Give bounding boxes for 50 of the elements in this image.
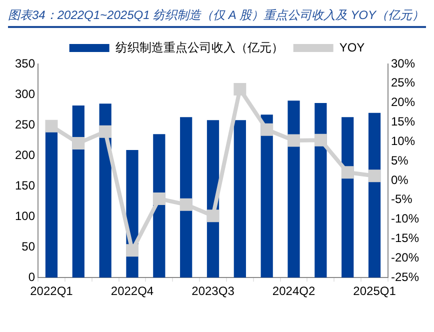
x-tick-label: 2024Q2 bbox=[272, 284, 316, 298]
y-tick-label: 50 bbox=[22, 239, 36, 254]
x-tick-label: 2023Q3 bbox=[192, 284, 235, 298]
point bbox=[234, 83, 246, 96]
y2-tick-label: 30% bbox=[390, 56, 416, 70]
point bbox=[368, 170, 381, 182]
y2-tick-label: 5% bbox=[390, 153, 409, 168]
point bbox=[314, 134, 327, 146]
y2-tick-label: -5% bbox=[390, 192, 413, 206]
bar bbox=[180, 117, 192, 278]
point bbox=[152, 192, 166, 206]
y2-tick-label: -25% bbox=[390, 270, 420, 284]
point bbox=[288, 134, 300, 147]
bar bbox=[234, 120, 246, 278]
y-tick-label: 300 bbox=[14, 86, 36, 101]
bar bbox=[314, 103, 327, 278]
legend-label: 纺织制造重点公司收入（亿元） bbox=[115, 40, 284, 54]
y-tick-label: 0 bbox=[28, 270, 36, 284]
y2-tick-label: -15% bbox=[390, 231, 420, 246]
point bbox=[126, 244, 138, 257]
x-tick-label: 2022Q1 bbox=[30, 284, 74, 298]
point bbox=[206, 210, 220, 222]
bar bbox=[260, 114, 273, 278]
x-tick-label: 2025Q1 bbox=[353, 284, 396, 298]
y-tick-label: 200 bbox=[14, 148, 36, 162]
y-tick-label: 100 bbox=[14, 208, 36, 223]
bar bbox=[45, 130, 58, 278]
bar bbox=[368, 112, 381, 278]
chart-title: 图表34：2022Q1~2025Q1 纺织制造（仅 A 股）重点公司收入及 YOY（亿元） bbox=[8, 8, 426, 28]
y2-tick-label: 25% bbox=[390, 76, 416, 90]
y2-tick-label: 20% bbox=[390, 95, 416, 110]
point bbox=[341, 166, 354, 179]
point bbox=[72, 136, 85, 150]
y-tick-label: 350 bbox=[14, 56, 36, 70]
x-tick-label: 2022Q4 bbox=[110, 284, 154, 298]
bar bbox=[342, 117, 354, 278]
y2-tick-label: 10% bbox=[390, 134, 416, 148]
y2-tick-label: -10% bbox=[390, 212, 420, 226]
point bbox=[99, 125, 112, 138]
y2-tick-label: 0% bbox=[390, 172, 409, 187]
y2-tick-label: -20% bbox=[390, 250, 420, 264]
point bbox=[45, 120, 58, 132]
point bbox=[260, 123, 274, 136]
bar bbox=[72, 106, 84, 278]
legend-label: YOY bbox=[339, 40, 365, 54]
y-tick-label: 150 bbox=[14, 178, 36, 192]
y2-tick-label: 15% bbox=[390, 114, 416, 129]
y-tick-label: 250 bbox=[14, 117, 36, 132]
point bbox=[180, 198, 192, 211]
bar bbox=[288, 100, 300, 278]
